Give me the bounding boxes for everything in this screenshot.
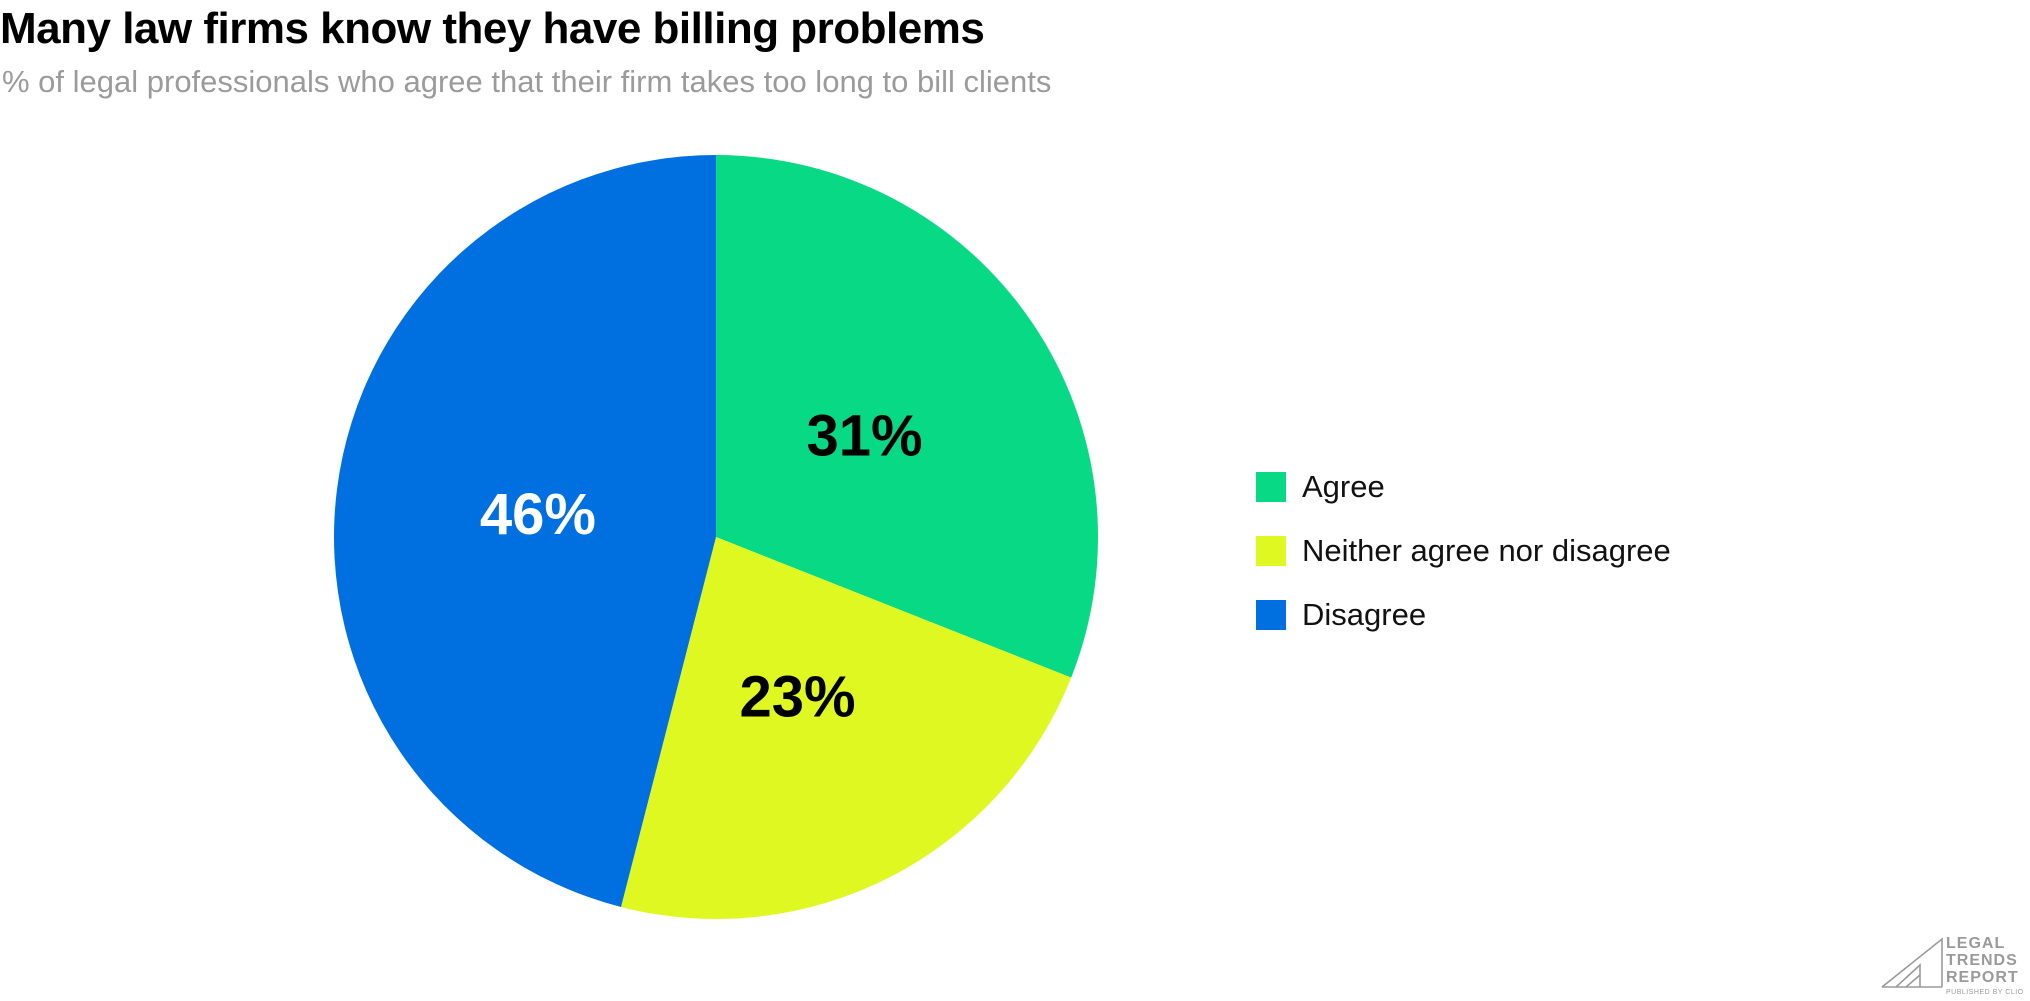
slice-value-label-agree: 31% [806, 404, 922, 469]
slice-value-label-neither: 23% [739, 664, 855, 729]
legend-label-disagree: Disagree [1302, 597, 1427, 632]
legend-label-neither: Neither agree nor disagree [1302, 533, 1671, 568]
chart-title: Many law firms know they have billing pr… [0, 4, 985, 53]
logo-line-legal: LEGAL [1946, 935, 2006, 952]
legal-trends-report-logo: LEGAL TRENDS REPORT PUBLISHED BY CLIO [1880, 935, 2028, 999]
legend-item-neither: Neither agree nor disagree [1256, 519, 1671, 583]
legend-swatch-agree [1256, 472, 1286, 502]
legend: Agree Neither agree nor disagree Disagre… [1256, 455, 1671, 647]
logo-tagline: PUBLISHED BY CLIO [1946, 989, 2024, 996]
legend-item-agree: Agree [1256, 455, 1671, 519]
logo-mark-icon [1881, 937, 1943, 988]
logo-line-trends: TRENDS [1946, 952, 2018, 969]
pie-slice-disagree [333, 154, 716, 907]
legend-swatch-disagree [1256, 600, 1286, 630]
slice-value-label-disagree: 46% [480, 482, 596, 547]
logo-wordmark: LEGAL TRENDS REPORT [1946, 935, 2019, 986]
chart-subtitle: % of legal professionals who agree that … [2, 64, 1052, 99]
logo-line-report: REPORT [1946, 969, 2019, 986]
legend-label-agree: Agree [1302, 469, 1385, 504]
pie-chart: 31% 23% 46% [333, 154, 1098, 919]
legend-swatch-neither [1256, 536, 1286, 566]
pie-slice-neither [621, 537, 1072, 919]
pie-slice-agree [716, 155, 1098, 678]
legend-item-disagree: Disagree [1256, 583, 1671, 647]
